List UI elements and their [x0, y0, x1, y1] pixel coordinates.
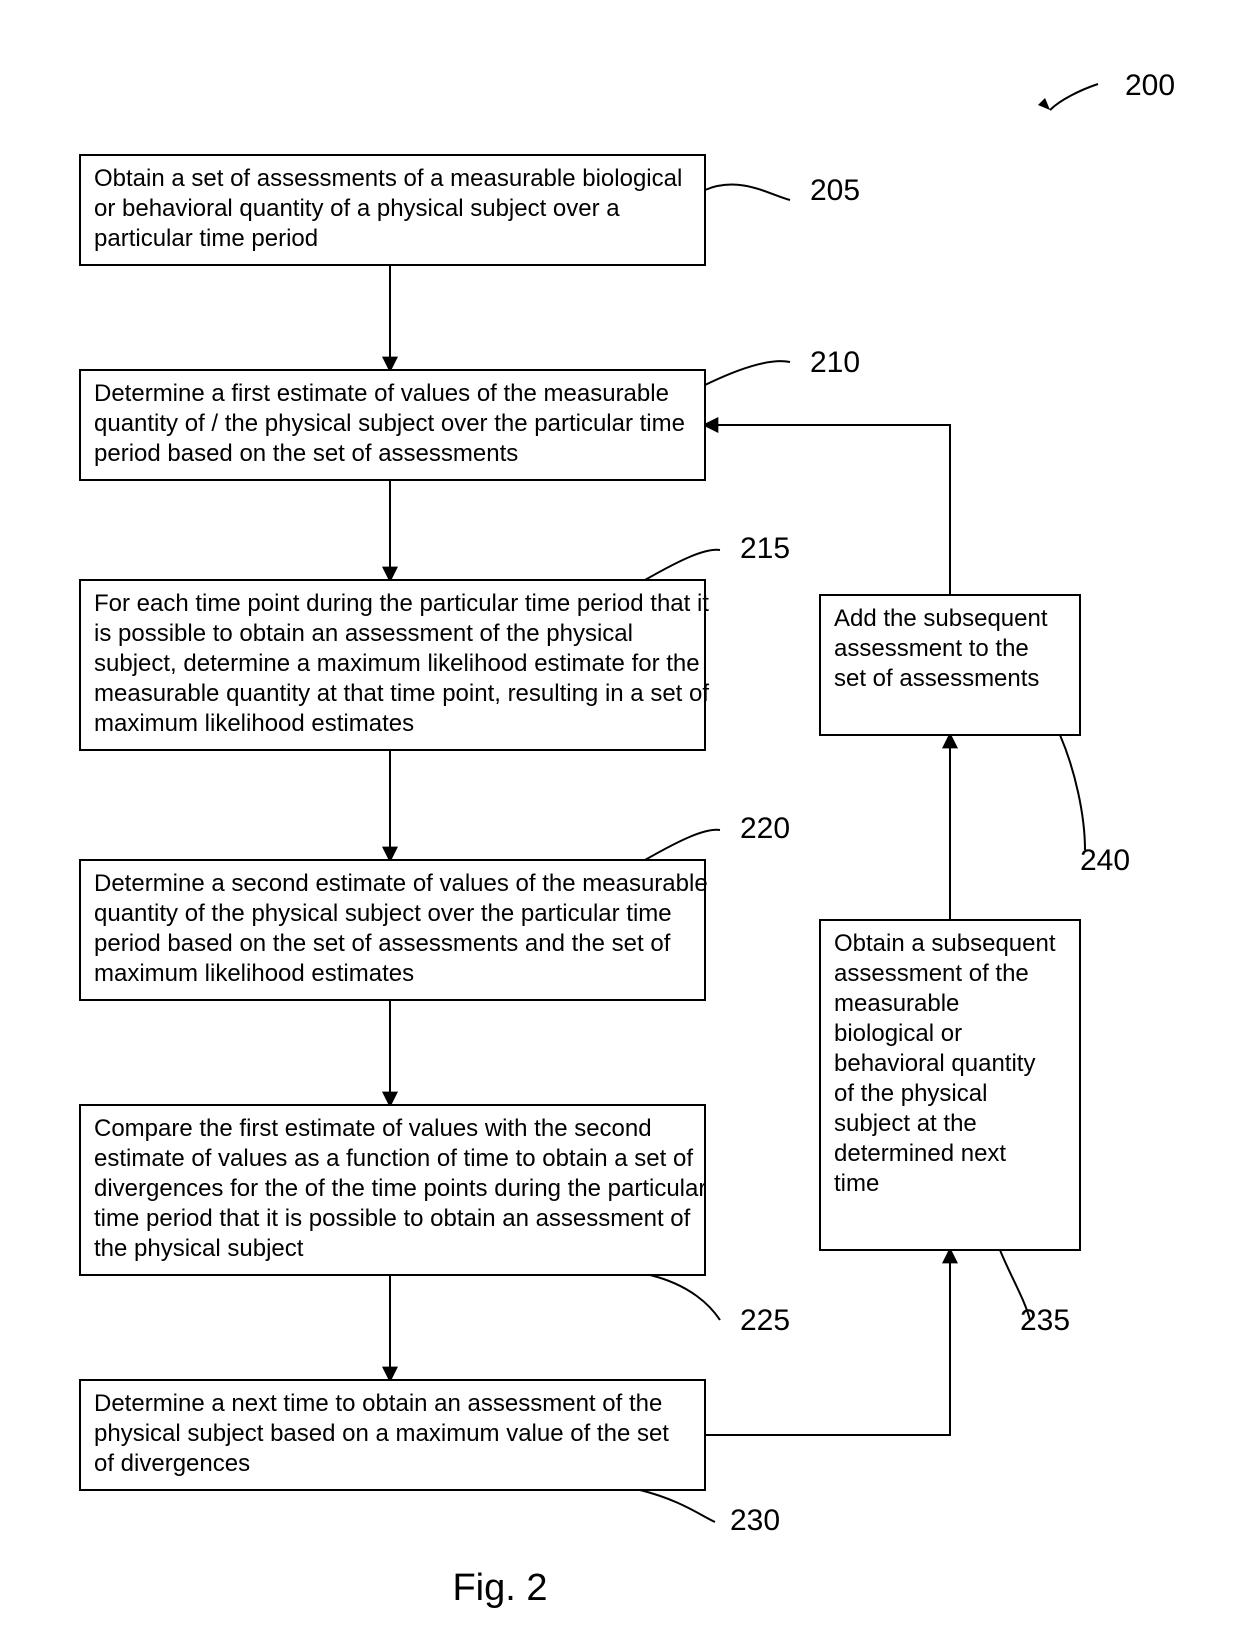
flow-edge: [705, 1250, 950, 1435]
figure-ref-arrowhead: [1038, 98, 1054, 114]
figure-ref-label: 200: [1125, 69, 1175, 102]
ref-label: 205: [810, 174, 860, 207]
flow-edge: [705, 425, 950, 595]
ref-label: 230: [730, 1504, 780, 1537]
ref-label: 240: [1080, 844, 1130, 877]
flow-node-240: Add the subsequentassessment to theset o…: [820, 595, 1130, 877]
figure-caption: Fig. 2: [452, 1567, 547, 1609]
ref-lead: [705, 361, 790, 385]
flow-node-215: For each time point during the particula…: [80, 532, 790, 750]
ref-label: 220: [740, 812, 790, 845]
ref-lead: [650, 1275, 720, 1320]
flow-node-205: Obtain a set of assessments of a measura…: [80, 155, 860, 265]
ref-lead: [645, 830, 720, 860]
ref-label: 235: [1020, 1304, 1070, 1337]
ref-lead: [1060, 735, 1085, 850]
flow-node-220: Determine a second estimate of values of…: [80, 812, 790, 1000]
ref-label: 225: [740, 1304, 790, 1337]
flow-node-225: Compare the first estimate of values wit…: [80, 1105, 790, 1337]
ref-label: 210: [810, 346, 860, 379]
figure-ref-lead: [1050, 84, 1098, 110]
flow-node-210: Determine a first estimate of values of …: [80, 346, 860, 480]
ref-lead: [705, 185, 790, 200]
ref-lead: [640, 1490, 715, 1522]
flow-node-230: Determine a next time to obtain an asses…: [80, 1380, 780, 1537]
ref-label: 215: [740, 532, 790, 565]
flow-node-text: Add the subsequentassessment to theset o…: [834, 605, 1048, 692]
ref-lead: [645, 550, 720, 580]
